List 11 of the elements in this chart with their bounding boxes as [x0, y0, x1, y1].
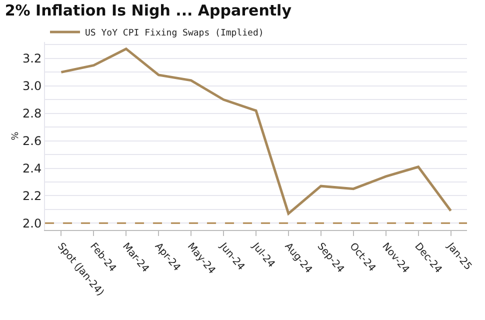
- y-tick-label: 2.0: [22, 216, 42, 230]
- line-series: [60, 48, 452, 215]
- y-tick-label: 3.0: [22, 79, 42, 94]
- y-tick-label: 2.6: [22, 134, 42, 148]
- chart-title: 2% Inflation Is Nigh ... Apparently: [4, 1, 292, 20]
- y-tick-label: 2.8: [22, 106, 42, 121]
- y-tick-label: 3.2: [22, 52, 42, 66]
- y-tick-label: 2.2: [22, 188, 42, 203]
- legend-label: US YoY CPI Fixing Swaps (Implied): [85, 28, 264, 39]
- y-tick-label: 2.4: [22, 161, 42, 176]
- y-axis-title: %: [10, 131, 21, 140]
